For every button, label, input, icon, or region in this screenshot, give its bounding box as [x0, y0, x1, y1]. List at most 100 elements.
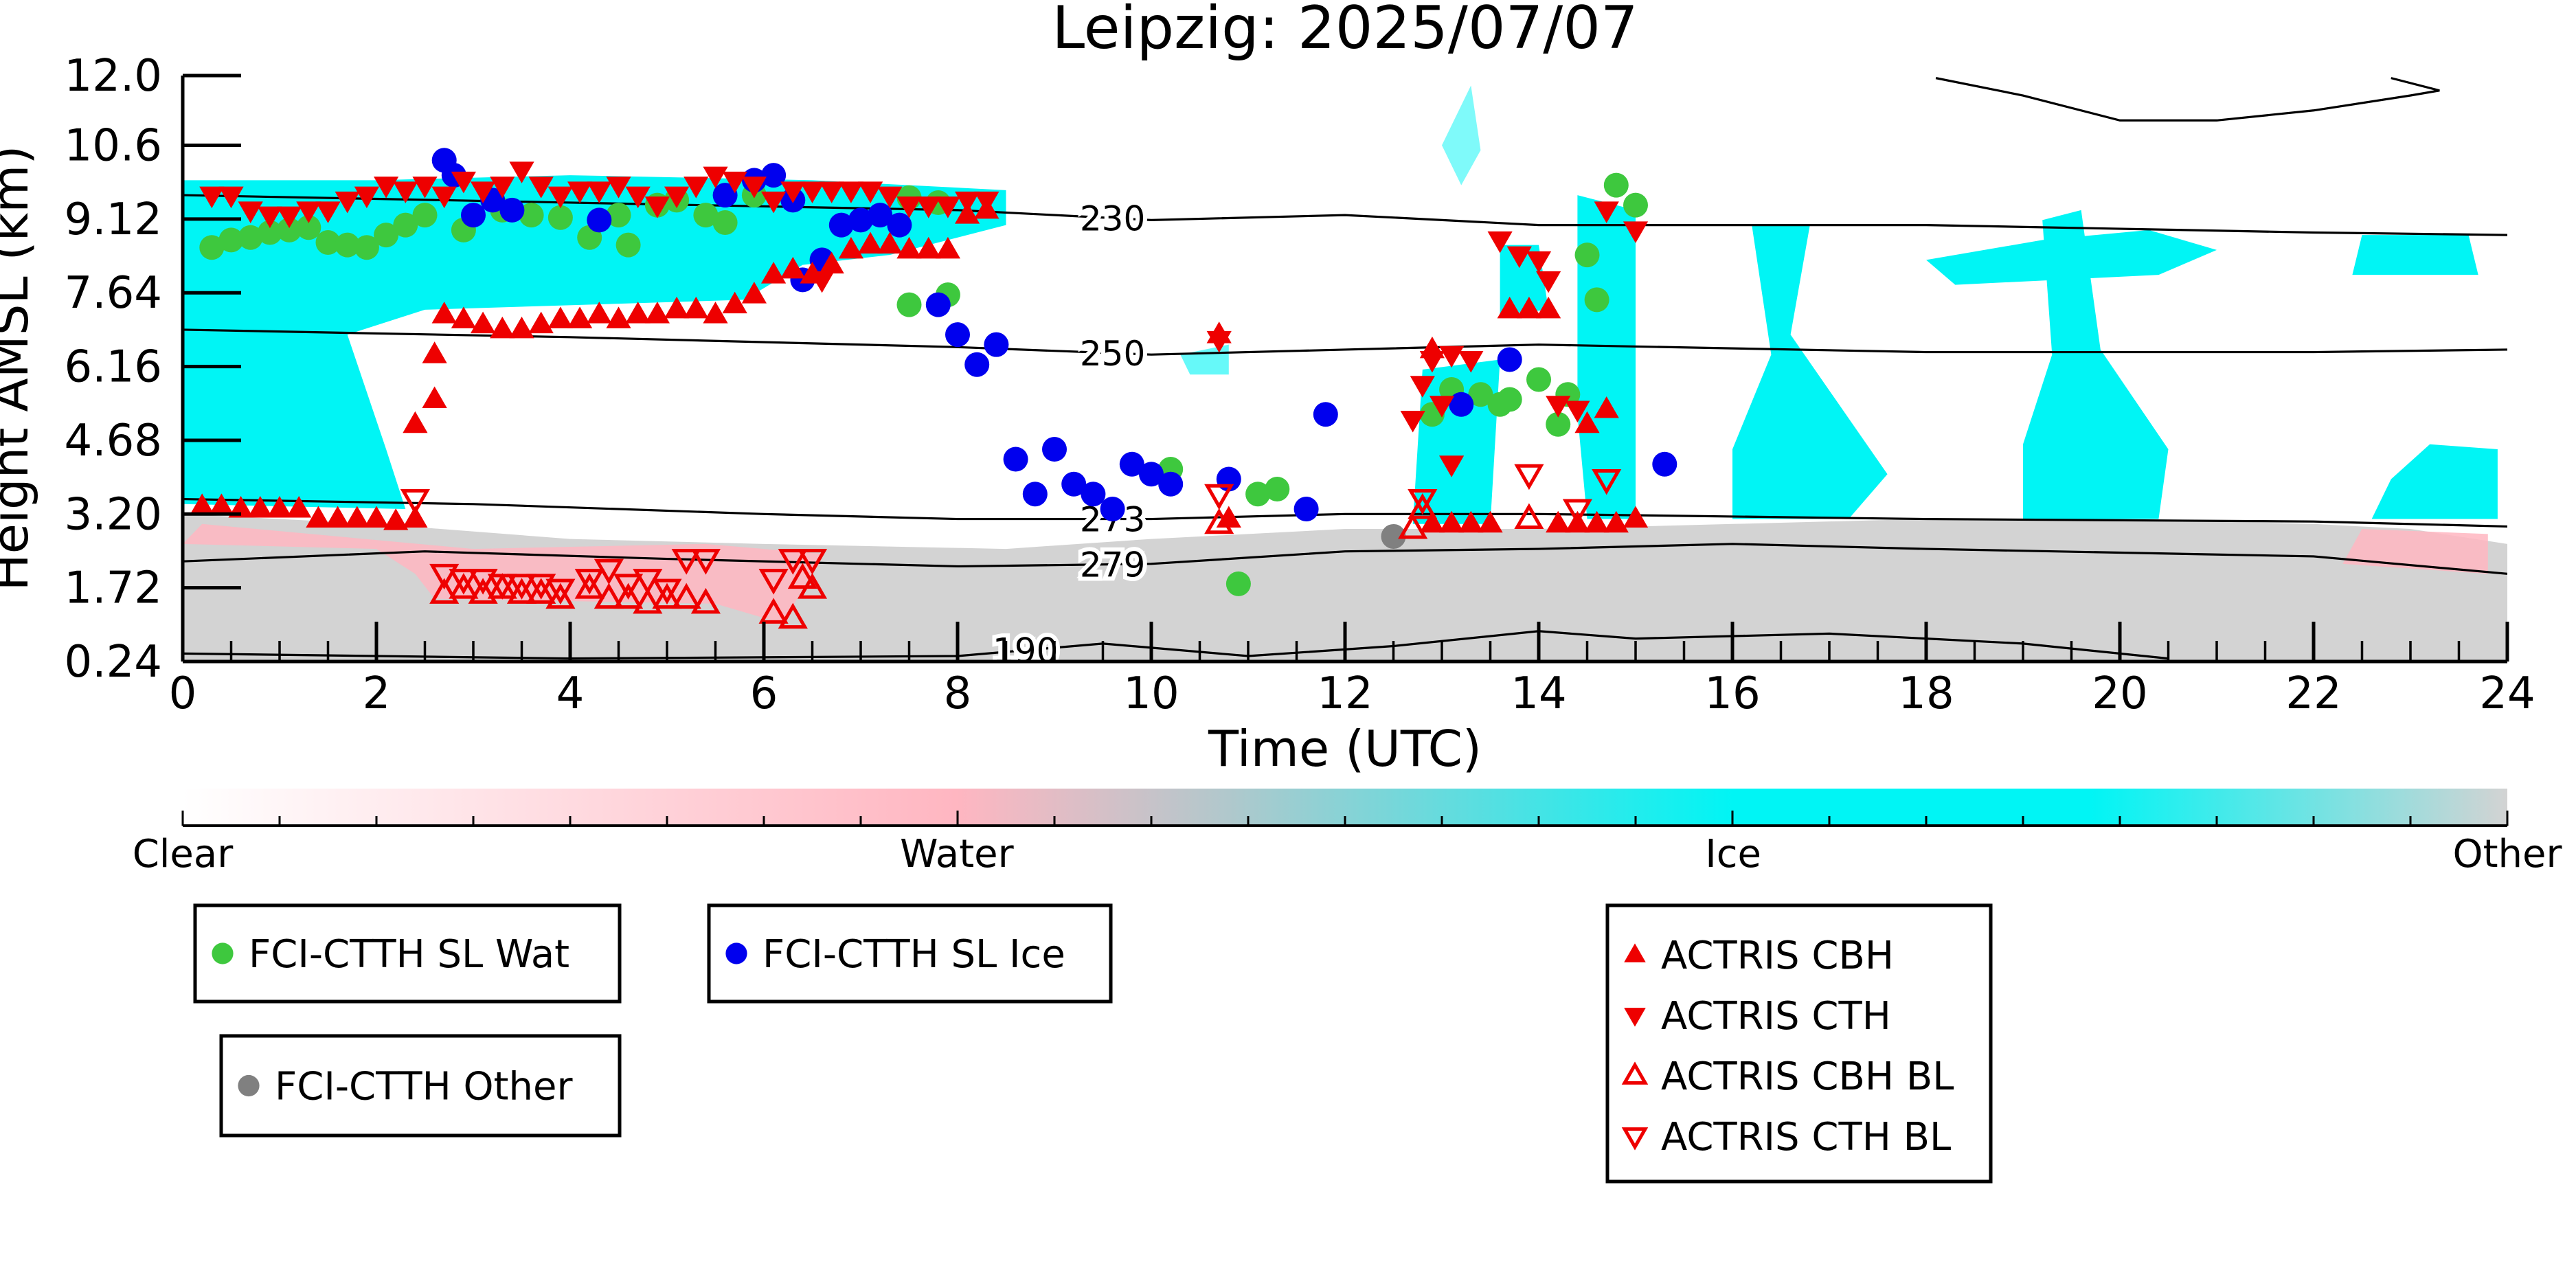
data-point [1158, 471, 1184, 497]
data-point [625, 302, 651, 324]
data-point [1526, 367, 1551, 392]
data-point [857, 231, 883, 254]
data-point [1526, 251, 1552, 273]
data-point [935, 196, 961, 218]
data-point [587, 207, 612, 233]
legend-label: FCI-CTTH SL Wat [249, 932, 569, 977]
x-tick-label: 0 [169, 668, 197, 719]
data-point [431, 186, 457, 209]
x-tick-label: 6 [750, 668, 778, 719]
data-point [778, 549, 808, 575]
data-point [935, 236, 961, 259]
data-point [344, 506, 370, 528]
ice-region-afternoon-1 [1732, 225, 1888, 519]
data-point [449, 573, 479, 599]
data-point [1100, 497, 1125, 522]
data-point [964, 352, 990, 377]
data-point [526, 578, 556, 604]
data-point [652, 578, 682, 605]
x-tick-label: 18 [1898, 668, 1954, 719]
data-point [1535, 271, 1561, 293]
data-point [1429, 396, 1455, 418]
data-point [877, 186, 903, 209]
data-point [315, 201, 341, 223]
data-point [218, 186, 244, 209]
isotherm-279 [183, 543, 2507, 575]
data-point [574, 573, 605, 599]
data-point [1603, 510, 1629, 533]
x-tick-label: 10 [1123, 668, 1179, 719]
legend-marker [1624, 1008, 1646, 1027]
y-tick-label: 0.24 [65, 637, 163, 688]
data-point [257, 206, 283, 229]
data-point [1419, 510, 1445, 533]
data-point [1408, 493, 1438, 519]
data-point [1204, 508, 1234, 534]
data-point [335, 191, 360, 214]
data-point [335, 232, 360, 258]
data-point [574, 569, 605, 595]
data-point [1458, 510, 1484, 533]
y-tick-label: 12.0 [65, 51, 163, 102]
data-point [499, 197, 525, 223]
y-tick-label: 7.64 [65, 268, 163, 319]
data-point [693, 203, 719, 228]
ice-region-small-2 [1442, 85, 1481, 185]
ice-region-morning [183, 175, 1006, 510]
data-point [1293, 497, 1319, 522]
x-tick-label: 4 [556, 668, 585, 719]
data-point [916, 236, 941, 259]
data-point [644, 196, 670, 218]
data-point [671, 549, 701, 575]
data-point [296, 201, 321, 223]
data-point [896, 236, 922, 259]
data-point [780, 256, 806, 279]
data-point [606, 203, 631, 228]
ice-region-noon-3 [1577, 195, 1636, 519]
data-point [916, 196, 941, 218]
data-point [1410, 376, 1435, 398]
data-point [1574, 242, 1600, 268]
data-point [761, 163, 787, 188]
data-point [1546, 411, 1571, 437]
data-point [218, 227, 244, 253]
data-point [606, 306, 631, 328]
ice-region-evening-2 [2352, 235, 2478, 275]
data-point [306, 506, 331, 528]
ice-region-afternoon-2 [2023, 210, 2169, 519]
data-point [403, 506, 428, 528]
data-point [1514, 503, 1544, 530]
data-point [1400, 410, 1425, 433]
data-point [594, 558, 624, 585]
data-point [267, 496, 293, 518]
data-point [758, 569, 789, 595]
colorbar: Clear Water Ice Other [133, 789, 2562, 877]
data-point [1449, 392, 1474, 417]
legend-label: ACTRIS CTH BL [1661, 1115, 1951, 1160]
data-point [1652, 451, 1677, 477]
data-point [1438, 346, 1465, 368]
data-point [547, 306, 574, 328]
x-tick-label: 24 [2479, 668, 2535, 719]
data-point [506, 574, 537, 600]
data-point [800, 181, 825, 203]
data-point [247, 496, 273, 518]
data-point [1497, 387, 1522, 412]
data-point [606, 177, 631, 199]
data-point [587, 181, 612, 203]
data-point [1516, 296, 1542, 319]
data-point [1623, 221, 1649, 243]
colorbar-label-ice: Ice [1705, 832, 1761, 877]
legend-label: FCI-CTTH SL Ice [762, 932, 1065, 977]
legend-label: ACTRIS CBH [1661, 934, 1894, 978]
data-point [703, 302, 728, 324]
data-point [1458, 350, 1484, 373]
data-point [780, 181, 806, 203]
data-point [238, 201, 263, 223]
y-axis-label: Height AMSL (km) [0, 146, 39, 591]
data-point [787, 563, 817, 589]
data-point [652, 583, 682, 609]
data-point [1438, 455, 1465, 477]
colorbar-ticks: Clear Water Ice Other [133, 811, 2562, 877]
data-point [315, 229, 341, 255]
